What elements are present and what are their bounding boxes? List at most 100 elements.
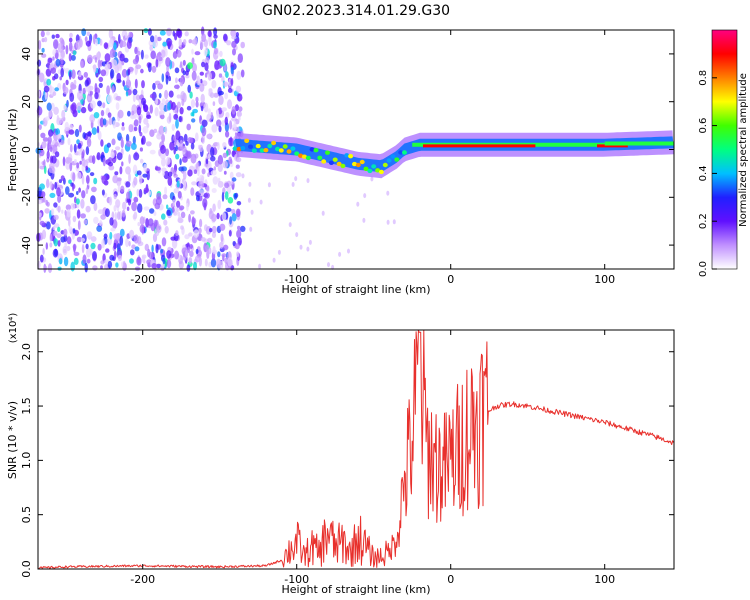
noise-speckle	[191, 70, 197, 81]
noise-speckle	[190, 187, 195, 196]
noise-speckle	[70, 81, 75, 91]
colorbar-tick-label: 0.2	[698, 213, 709, 229]
noise-speckle	[133, 119, 139, 127]
noise-speckle	[59, 37, 64, 44]
noise-speckle	[294, 176, 298, 182]
noise-speckle	[133, 126, 138, 132]
noise-speckle	[58, 258, 63, 265]
noise-speckle	[206, 133, 213, 140]
noise-speckle	[53, 106, 59, 115]
noise-speckle	[227, 99, 232, 110]
snr-y-ticks: 0.0 0.5 1.0 1.5 2.0	[20, 343, 674, 578]
noise-speckle	[198, 180, 204, 189]
noise-speckle	[227, 88, 233, 93]
noise-speckle	[145, 218, 150, 228]
noise-speckle	[191, 118, 196, 123]
noise-speckle	[85, 187, 89, 195]
noise-speckle	[164, 186, 168, 195]
signal-blob	[382, 162, 388, 168]
noise-speckle	[55, 58, 61, 67]
noise-speckle	[125, 181, 131, 188]
noise-speckle	[190, 142, 195, 150]
noise-speckle	[49, 242, 53, 248]
noise-speckle	[207, 71, 212, 81]
snr-plot-background	[38, 330, 674, 569]
noise-speckle	[225, 130, 230, 138]
noise-speckle	[42, 137, 49, 142]
noise-speckle	[152, 82, 156, 91]
noise-speckle	[108, 196, 113, 206]
noise-speckle	[89, 90, 93, 96]
noise-speckle	[61, 209, 64, 214]
noise-speckle	[138, 115, 142, 124]
noise-speckle	[206, 249, 210, 259]
noise-speckle	[115, 146, 121, 151]
noise-speckle	[180, 225, 184, 230]
noise-speckle	[162, 194, 168, 200]
noise-speckle	[120, 139, 124, 149]
noise-speckle	[104, 63, 111, 70]
noise-speckle	[129, 258, 134, 264]
noise-speckle	[223, 81, 229, 87]
noise-speckle	[219, 50, 223, 58]
noise-speckle	[198, 256, 202, 267]
noise-speckle	[306, 178, 310, 184]
noise-speckle	[143, 206, 150, 211]
noise-speckle	[76, 191, 79, 195]
y-tick-label: 40	[20, 47, 33, 61]
noise-speckle	[213, 41, 217, 49]
y-tick-label: -40	[20, 236, 33, 254]
noise-speckle	[160, 248, 164, 254]
noise-speckle	[175, 153, 180, 160]
noise-speckle	[113, 193, 117, 200]
noise-speckle	[72, 172, 76, 182]
noise-speckle	[57, 226, 61, 232]
noise-speckle	[173, 188, 180, 194]
noise-speckle	[386, 190, 390, 196]
noise-speckle	[111, 85, 115, 94]
noise-speckle	[250, 209, 254, 215]
noise-speckle	[53, 202, 58, 208]
noise-speckle	[92, 155, 96, 165]
noise-speckle	[155, 166, 161, 171]
noise-speckle	[249, 226, 253, 232]
signal-blob	[309, 147, 315, 152]
heatmap-marks	[35, 26, 674, 274]
noise-speckle	[220, 233, 224, 243]
noise-speckle	[65, 79, 69, 86]
noise-speckle	[183, 39, 187, 45]
noise-speckle	[46, 221, 51, 230]
noise-speckle	[231, 35, 237, 40]
noise-speckle	[277, 249, 281, 255]
noise-speckle	[166, 156, 171, 165]
noise-speckle	[103, 42, 109, 49]
noise-speckle	[199, 39, 204, 50]
noise-speckle	[119, 166, 123, 175]
noise-speckle	[80, 237, 85, 242]
noise-speckle	[116, 152, 123, 161]
noise-speckle	[165, 74, 169, 85]
noise-speckle	[327, 262, 330, 268]
noise-speckle	[131, 110, 135, 116]
noise-speckle	[96, 125, 100, 134]
noise-speckle	[143, 163, 148, 172]
noise-speckle	[202, 198, 208, 208]
noise-speckle	[186, 105, 192, 111]
noise-speckle	[237, 126, 240, 134]
noise-speckle	[134, 78, 138, 89]
noise-speckle	[127, 68, 131, 76]
noise-speckle	[201, 168, 206, 175]
signal-blob	[282, 144, 288, 149]
noise-speckle	[161, 213, 166, 220]
noise-speckle	[221, 253, 227, 258]
noise-speckle	[80, 60, 84, 69]
noise-speckle	[205, 226, 212, 235]
noise-speckle	[106, 142, 111, 148]
signal-blob	[232, 146, 238, 151]
noise-speckle	[195, 248, 199, 255]
noise-speckle	[41, 53, 47, 58]
noise-speckle	[85, 243, 89, 250]
noise-speckle	[72, 228, 76, 234]
noise-speckle	[54, 223, 60, 228]
noise-speckle	[149, 104, 153, 114]
